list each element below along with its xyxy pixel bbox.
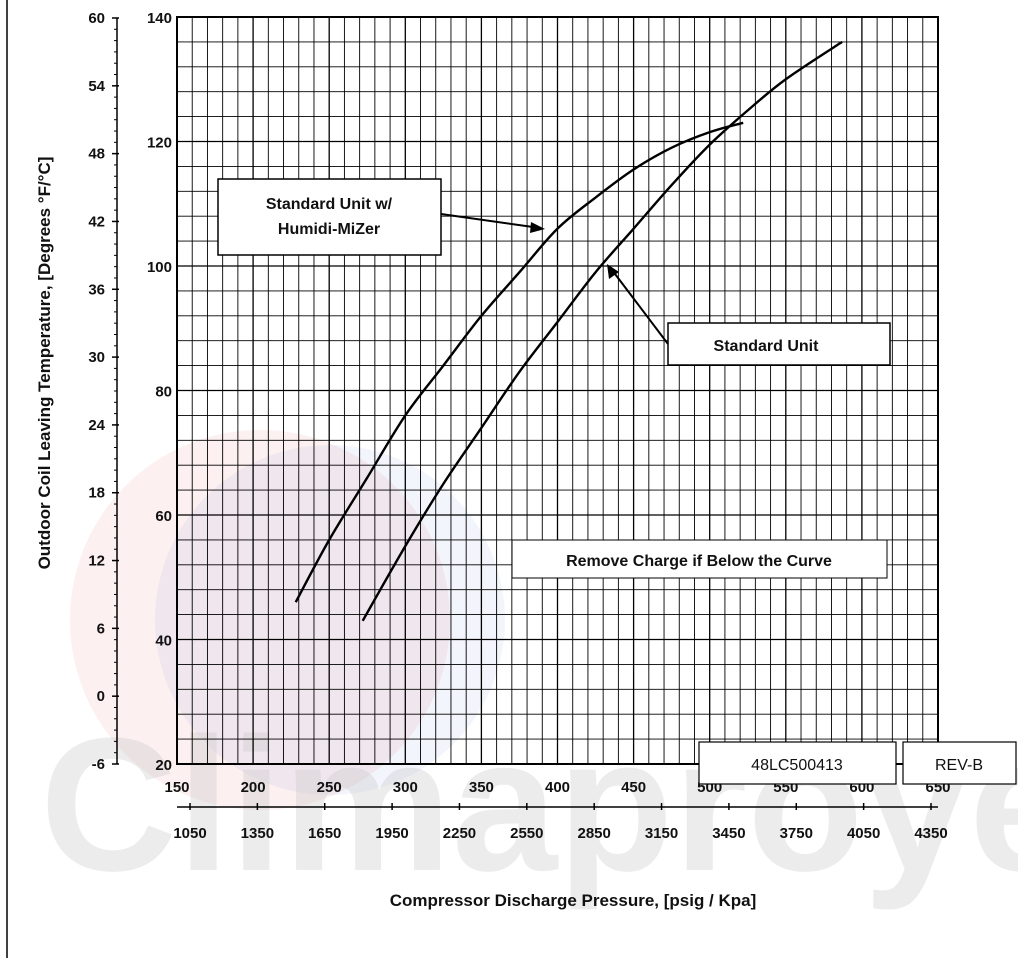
tick-label-kpa: 2550 — [510, 825, 543, 842]
tick-label-kpa: 1350 — [241, 825, 274, 842]
arrow-standard — [611, 269, 669, 345]
tick-label-kpa: 3450 — [712, 825, 745, 842]
tick-label-celsius: 42 — [88, 213, 105, 230]
series-line-humidimizer — [294, 121, 744, 603]
tick-label-celsius: -6 — [92, 756, 105, 773]
tick-label-celsius: 30 — [88, 349, 105, 366]
tick-label-fahrenheit: 120 — [147, 135, 172, 152]
chart-curves — [294, 40, 843, 622]
tick-label-celsius: 60 — [88, 10, 105, 27]
annotation-humidimizer-line2: Humidi-MiZer — [278, 221, 380, 238]
tick-label-fahrenheit: 140 — [147, 10, 172, 27]
annotation-humidimizer-line1: Standard Unit w/ — [266, 196, 393, 213]
tick-label-celsius: 54 — [88, 78, 105, 95]
tick-label-fahrenheit: 40 — [155, 633, 172, 650]
tick-label-celsius: 0 — [97, 688, 105, 705]
tick-label-celsius: 24 — [88, 417, 105, 434]
tick-label-celsius: 48 — [88, 146, 105, 163]
tick-label-kpa: 3750 — [780, 825, 813, 842]
tick-label-fahrenheit: 20 — [155, 757, 172, 774]
annotation-standard: Standard Unit — [667, 322, 891, 366]
annotation-remove-charge-text: Remove Charge if Below the Curve — [566, 553, 832, 570]
annotation-humidimizer: Standard Unit w/ Humidi-MiZer — [217, 178, 442, 256]
chart-ticks: -6 0 6 12 18 24 30 36 42 48 54 60 20 40 60 80 100 120 140 1… — [88, 10, 950, 842]
tick-label-kpa: 2850 — [577, 825, 610, 842]
x-axis-title: Compressor Discharge Pressure, [psig / K… — [390, 891, 757, 910]
y-axis-title: Outdoor Coil Leaving Temperature, [Degre… — [35, 157, 54, 570]
tick-label-celsius: 6 — [97, 620, 105, 637]
tick-label-kpa: 3150 — [645, 825, 678, 842]
annotation-standard-text: Standard Unit — [714, 338, 820, 355]
tick-label-fahrenheit: 60 — [155, 508, 172, 525]
arrowhead-humidimizer — [530, 222, 545, 233]
tick-label-kpa: 4350 — [914, 825, 947, 842]
arrowhead-standard — [607, 264, 619, 279]
watermark-logo: Climaproyect — [40, 430, 1018, 911]
chart-grid — [176, 16, 939, 765]
watermark-text: Climaproyect — [40, 699, 1018, 911]
tick-label-kpa: 1050 — [173, 825, 206, 842]
doc-number: 48LC500413 — [751, 757, 843, 774]
tick-label-fahrenheit: 100 — [147, 259, 172, 276]
tick-label-psig: 200 — [241, 779, 266, 796]
tick-label-psig: 300 — [393, 779, 418, 796]
tick-label-fahrenheit: 80 — [155, 384, 172, 401]
arrow-humidimizer — [440, 213, 541, 229]
tick-label-celsius: 12 — [88, 553, 105, 570]
tick-label-celsius: 18 — [88, 485, 105, 502]
tick-label-psig: 400 — [545, 779, 570, 796]
tick-label-kpa: 1950 — [375, 825, 408, 842]
tick-label-psig: 350 — [469, 779, 494, 796]
revision: REV-B — [935, 757, 983, 774]
tick-label-kpa: 4050 — [847, 825, 880, 842]
tick-label-psig: 150 — [164, 779, 189, 796]
revision-box: REV-B — [902, 741, 1017, 785]
series-line-standard — [361, 40, 843, 622]
tick-label-kpa: 2250 — [443, 825, 476, 842]
tick-label-psig: 450 — [621, 779, 646, 796]
plot-frame — [176, 16, 939, 765]
annotation-remove-charge: Remove Charge if Below the Curve — [511, 539, 888, 579]
doc-number-box: 48LC500413 — [698, 741, 897, 785]
tick-label-psig: 250 — [317, 779, 342, 796]
tick-label-kpa: 1650 — [308, 825, 341, 842]
tick-label-celsius: 36 — [88, 281, 105, 298]
